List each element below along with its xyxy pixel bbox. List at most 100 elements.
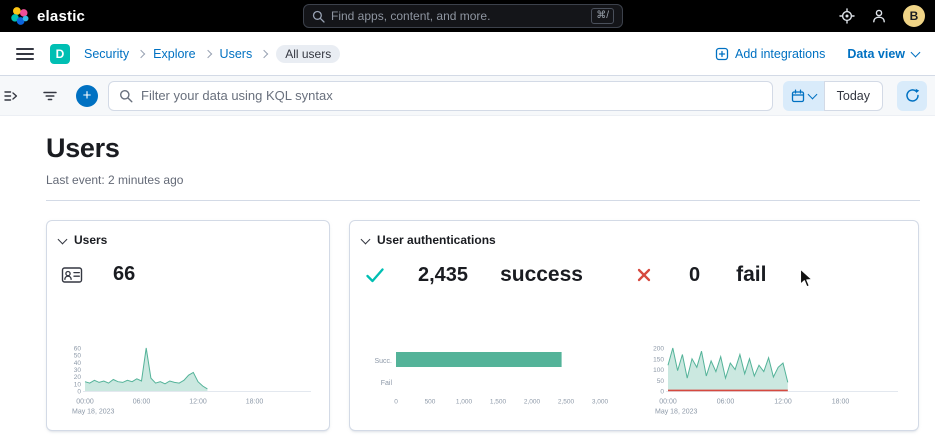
user-authentications-card: User authentications 2,435 success 0 xyxy=(349,220,919,431)
search-icon xyxy=(120,89,133,103)
users-metric-row: 66 xyxy=(59,263,317,286)
today-button[interactable]: Today xyxy=(823,80,883,111)
svg-text:2,000: 2,000 xyxy=(524,399,541,406)
breadcrumb-bar: D Security Explore Users All users Add i… xyxy=(0,32,935,76)
chevron-right-icon xyxy=(203,49,212,58)
auth-metric-row: 2,435 success 0 fail xyxy=(362,263,906,287)
chevron-down-icon[interactable] xyxy=(360,234,371,244)
svg-text:1,500: 1,500 xyxy=(490,399,507,406)
auth-card-title: User authentications xyxy=(377,233,496,247)
profile-icon[interactable] xyxy=(871,8,887,24)
success-label: success xyxy=(500,263,583,286)
svg-text:0: 0 xyxy=(660,389,664,396)
keyboard-shortcut-badge: ⌘/ xyxy=(591,8,614,24)
breadcrumb-all-users: All users xyxy=(276,44,341,63)
calendar-icon xyxy=(791,89,805,102)
svg-text:40: 40 xyxy=(74,360,82,367)
svg-text:20: 20 xyxy=(74,374,82,381)
svg-text:1,000: 1,000 xyxy=(456,399,473,406)
users-count: 66 xyxy=(113,263,136,285)
breadcrumb-users[interactable]: Users xyxy=(219,46,253,61)
menu-icon[interactable] xyxy=(16,47,34,60)
success-count: 2,435 xyxy=(418,263,469,286)
expand-sidebar-icon[interactable] xyxy=(3,88,19,104)
global-header: elastic Find apps, content, and more. ⌘/ xyxy=(0,0,935,32)
svg-text:18:00: 18:00 xyxy=(246,399,264,406)
users-card-title: Users xyxy=(74,233,108,247)
users-card-header: Users xyxy=(57,233,317,247)
date-picker-button[interactable] xyxy=(782,80,825,111)
auth-sparkline-chart: 0 50 100 150 200 00:00 06:00 12:00 18:00 May 18, … xyxy=(642,343,904,424)
cards-row: Users 66 0 10 20 30 40 50 60 00:00 06:00 12:00 18:… xyxy=(46,220,920,431)
elastic-logo-text: elastic xyxy=(37,7,86,25)
kql-placeholder: Filter your data using KQL syntax xyxy=(141,88,333,103)
global-search-placeholder: Find apps, content, and more. xyxy=(331,9,491,23)
query-bar: + Filter your data using KQL syntax Toda… xyxy=(0,76,935,116)
svg-text:3,000: 3,000 xyxy=(592,399,609,406)
fail-label: fail xyxy=(736,263,767,286)
svg-text:2,500: 2,500 xyxy=(558,399,575,406)
svg-text:18:00: 18:00 xyxy=(832,399,850,406)
last-event-text: Last event: 2 minutes ago xyxy=(46,173,184,187)
svg-text:May 18, 2023: May 18, 2023 xyxy=(655,409,698,416)
users-sparkline-chart: 0 10 20 30 40 50 60 00:00 06:00 12:00 18:00 May 18,… xyxy=(59,343,317,424)
svg-text:12:00: 12:00 xyxy=(774,399,792,406)
refresh-button[interactable] xyxy=(897,80,927,111)
cross-icon xyxy=(637,268,651,282)
svg-text:50: 50 xyxy=(657,378,665,385)
svg-text:06:00: 06:00 xyxy=(717,399,735,406)
auth-bar-chart: Succ. Fail 0 500 1,000 1,500 2,000 2,500 3,000 xyxy=(362,343,612,424)
fail-count: 0 xyxy=(688,263,701,286)
chevron-down-icon[interactable] xyxy=(57,234,68,244)
header-actions: B xyxy=(839,5,925,27)
auth-charts-row: Succ. Fail 0 500 1,000 1,500 2,000 2,500 3,000 0… xyxy=(362,343,904,424)
settings-icon[interactable] xyxy=(839,8,855,24)
chevron-down-icon xyxy=(807,89,818,99)
data-view-dropdown[interactable]: Data view xyxy=(847,46,921,61)
svg-text:12:00: 12:00 xyxy=(189,399,207,406)
svg-text:100: 100 xyxy=(653,367,664,374)
breadcrumb-security[interactable]: Security xyxy=(84,46,130,61)
svg-text:50: 50 xyxy=(74,353,82,360)
add-integration-icon xyxy=(715,47,729,60)
breadcrumb-bar-actions: Add integrations Data view xyxy=(715,46,921,61)
svg-text:10: 10 xyxy=(74,381,82,388)
data-view-label: Data view xyxy=(847,46,905,61)
user-avatar[interactable]: B xyxy=(903,5,925,27)
add-filter-button[interactable]: + xyxy=(76,84,98,107)
global-search-input[interactable]: Find apps, content, and more. ⌘/ xyxy=(303,4,623,28)
svg-text:0: 0 xyxy=(77,389,81,396)
main-content: Users Last event: 2 minutes ago Users xyxy=(0,116,935,446)
svg-text:May 18, 2023: May 18, 2023 xyxy=(72,409,115,416)
svg-text:Succ.: Succ. xyxy=(374,358,392,365)
chevron-right-icon xyxy=(259,49,269,58)
space-badge[interactable]: D xyxy=(50,43,70,64)
svg-text:Fail: Fail xyxy=(381,380,393,387)
date-range-group: Today xyxy=(782,80,883,111)
add-integrations-label: Add integrations xyxy=(734,46,826,61)
svg-text:150: 150 xyxy=(653,356,664,363)
elastic-logo-icon xyxy=(11,7,29,25)
chevron-down-icon xyxy=(910,47,921,57)
svg-text:00:00: 00:00 xyxy=(659,399,677,406)
svg-text:00:00: 00:00 xyxy=(76,399,94,406)
check-icon xyxy=(366,267,384,283)
kql-search-input[interactable]: Filter your data using KQL syntax xyxy=(108,80,773,111)
breadcrumb-explore[interactable]: Explore xyxy=(153,46,196,61)
chevron-right-icon xyxy=(136,49,146,58)
breadcrumb: Security Explore Users All users xyxy=(84,44,341,63)
add-integrations-button[interactable]: Add integrations xyxy=(715,47,825,61)
svg-text:500: 500 xyxy=(425,399,436,406)
svg-text:200: 200 xyxy=(653,346,664,353)
elastic-logo[interactable]: elastic xyxy=(10,6,85,26)
users-icon xyxy=(61,264,83,286)
auth-card-header: User authentications xyxy=(360,233,906,247)
filter-icon[interactable] xyxy=(42,88,58,104)
svg-text:30: 30 xyxy=(74,367,82,374)
users-card: Users 66 0 10 20 30 40 50 60 00:00 06:00 12:00 18:… xyxy=(46,220,330,431)
svg-text:60: 60 xyxy=(74,346,82,353)
page-title: Users xyxy=(46,133,120,163)
search-icon xyxy=(312,10,325,23)
svg-text:0: 0 xyxy=(394,399,398,406)
svg-text:06:00: 06:00 xyxy=(133,399,151,406)
